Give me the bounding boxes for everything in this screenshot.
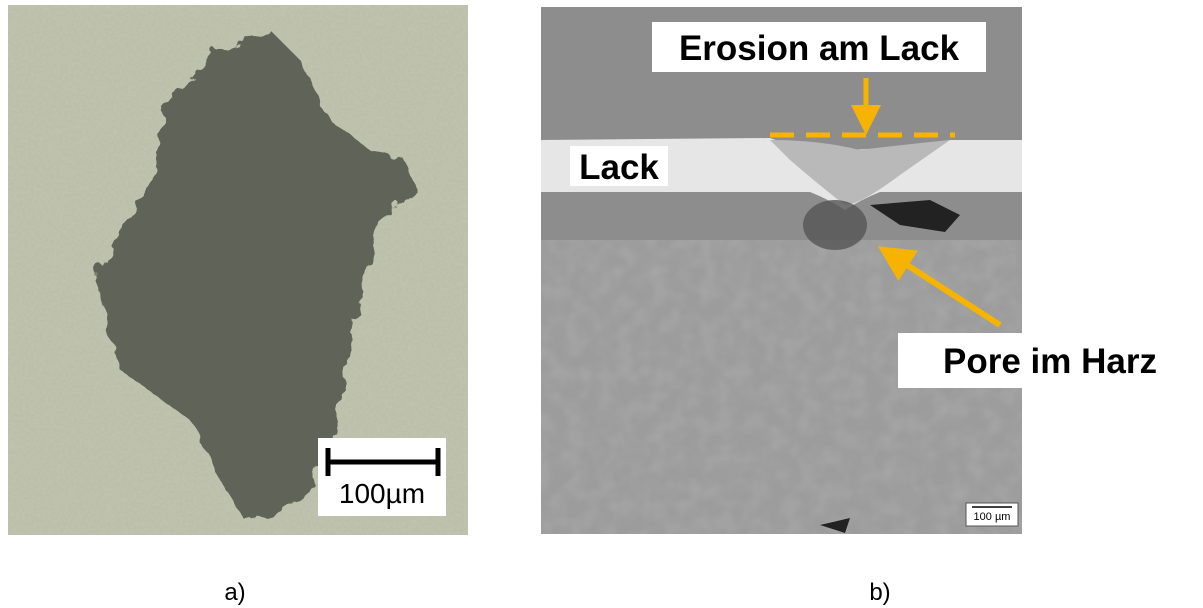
panel-a: 100µm [8,5,468,535]
scale-label: 100 µm [974,511,1011,523]
annotation: Lack [579,148,659,187]
panel-b: Erosion am Lack Lack 100 µm [541,7,1022,534]
figure: 100µm a) Erosion am Lack Lack 100 µm Por… [0,0,1203,608]
scale-label: 100µm [339,478,425,509]
annotation: Pore im Harz [943,342,1157,381]
panel-label: a) [224,579,245,606]
annotation: Erosion am Lack [679,29,960,68]
pore [803,200,867,250]
panel-label: b) [869,579,890,606]
